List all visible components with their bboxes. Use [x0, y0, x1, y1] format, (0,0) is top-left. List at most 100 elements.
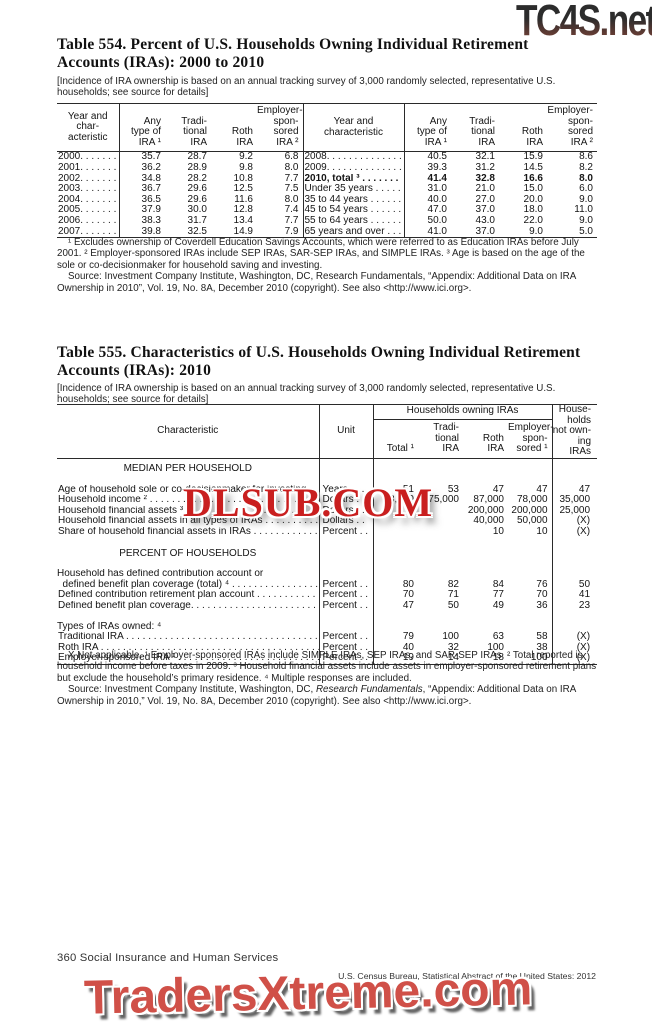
group-heading: Types of IRAs owned: ⁴	[57, 617, 320, 633]
value-cell: 6.8	[257, 152, 304, 163]
table555-footnotes: X Not applicable. ¹ Employer-sponsored I…	[57, 650, 597, 707]
value-cell: 200,000	[508, 505, 553, 517]
year-label: 2008. . . . . . . . . . . . . . . .	[303, 151, 405, 163]
value-cell: 7.5	[257, 184, 304, 195]
col-roth: Roth IRA	[482, 432, 504, 455]
characteristic-label: Household has defined contribution accou…	[57, 569, 320, 591]
value-cell: 71	[447, 589, 459, 601]
footnote-text: X Not applicable. ¹ Employer-sponsored I…	[57, 650, 597, 684]
year-label: 35 to 44 years . . . . . .	[303, 194, 405, 206]
spacer-cell	[57, 537, 320, 544]
value-cell: 32	[447, 641, 459, 653]
unit-cell: Percent . .	[319, 653, 374, 665]
characteristic-label: Roth IRA . . . . . . . . . . . . . . . .…	[57, 642, 320, 654]
unit-cell: Dollars . .	[319, 505, 374, 517]
table-row: PERCENT OF HOUSEHOLDS	[57, 543, 597, 564]
table-row: 2004. . . . . . . . . . 36.5 29.6 11.6 8.035…	[57, 193, 597, 206]
census-credit: U.S. Census Bureau, Statistical Abstract…	[338, 971, 596, 981]
col-characteristic: Characteristic	[57, 404, 320, 459]
value-cell: 20.0	[523, 193, 543, 205]
value-cell: 6.0	[579, 183, 593, 195]
unit-cell: Years . . . .	[319, 484, 374, 496]
value-cell: 35,000	[559, 494, 591, 506]
col-roth-left: Roth IRA	[231, 126, 253, 148]
table-row: 2002. . . . . . . . . . 34.8 28.2 10.8 7.720…	[57, 172, 597, 185]
unit-cell: Percent . .	[319, 642, 374, 654]
year-label: 55 to 64 years . . . . . .	[303, 215, 405, 227]
value-cell: 7.4	[257, 205, 304, 216]
value-cell	[373, 544, 418, 564]
value-cell	[418, 544, 463, 564]
value-cell: 40,000	[473, 515, 504, 527]
spacer-cell	[508, 478, 553, 485]
value-cell: 84	[492, 578, 504, 590]
section-heading: MEDIAN PER HOUSEHOLD	[57, 458, 320, 479]
unit-cell: Percent . .	[319, 632, 374, 643]
unit-cell: Percent . .	[319, 600, 374, 612]
value-cell: 47.0	[427, 204, 447, 216]
value-cell: 100	[487, 641, 504, 653]
spacer-cell	[319, 537, 374, 544]
table-row	[57, 611, 597, 618]
unit-cell	[319, 543, 374, 564]
characteristic-label: Household income ² . . . . . . . . . . .…	[57, 495, 320, 506]
value-cell: 10.8	[233, 172, 253, 184]
year-label: 2007. . . . . . . . . .	[57, 226, 120, 238]
year-label: 2002. . . . . . . . . .	[57, 173, 120, 185]
table554-footnotes: ¹ Excludes ownership of Coverdell Educat…	[57, 237, 597, 294]
spacer-cell	[57, 478, 320, 485]
value-cell: 40	[402, 641, 414, 653]
table-row: Roth IRA . . . . . . . . . . . . . . . .…	[57, 641, 597, 654]
year-label: 2006. . . . . . . . . .	[57, 215, 120, 227]
value-cell: 7.7	[257, 173, 304, 185]
value-cell: 50,000	[508, 516, 553, 527]
table-row: 2007. . . . . . . . . . 39.8 32.5 14.9 7.965…	[57, 225, 597, 238]
value-cell: 9.0	[579, 214, 593, 226]
value-cell	[552, 618, 597, 633]
page-footer-label: 360 Social Insurance and Human Services	[57, 952, 279, 964]
value-cell: 37.9	[141, 204, 161, 216]
col-emp: Employer- spon- sored ¹	[508, 419, 554, 459]
col-year-left: Year and char- acteristic	[57, 103, 120, 152]
value-cell: 41.0	[427, 225, 447, 237]
value-cell: 31.2	[475, 161, 495, 173]
col-any-right: Any type of IRA ¹	[416, 115, 447, 148]
value-cell: 10	[508, 526, 553, 538]
value-cell: (X)	[576, 525, 591, 537]
value-cell: 77	[492, 589, 504, 601]
value-cell: 7.9	[257, 226, 304, 238]
value-cell: 41	[578, 589, 591, 601]
value-cell: 30.0	[187, 204, 207, 216]
characteristic-label: Traditional IRA . . . . . . . . . . . . …	[57, 632, 320, 643]
spacer-cell	[319, 563, 374, 570]
value-cell: 10	[492, 525, 504, 537]
value-cell	[463, 458, 508, 478]
value-cell: 9.0	[529, 225, 543, 237]
value-cell: 35.7	[141, 151, 161, 163]
table-row: MEDIAN PER HOUSEHOLD	[57, 458, 597, 479]
table554-note: [Incidence of IRA ownership is based on …	[57, 76, 556, 98]
table-row: Defined contribution retirement plan acc…	[57, 590, 597, 601]
table-row: Age of household sole or co-decisionmake…	[57, 484, 597, 496]
value-cell: 36.2	[141, 161, 161, 173]
col-roth-right: Roth IRA	[521, 126, 543, 148]
value-cell: 32.8	[475, 172, 495, 184]
value-cell: 32.1	[475, 151, 495, 163]
value-cell: 32.5	[187, 225, 207, 237]
value-cell: 76	[508, 569, 553, 591]
value-cell: 47	[402, 599, 414, 611]
value-cell	[373, 516, 418, 527]
table-row	[57, 478, 597, 485]
value-cell: 9.8	[239, 161, 253, 173]
table554-header-row: Year and char- acteristic Any type of IR…	[57, 103, 597, 152]
value-cell: 8.0	[257, 194, 304, 206]
unit-cell	[319, 617, 374, 633]
table-row: Household financial assets ³ . . . . . .…	[57, 505, 597, 517]
section-heading: PERCENT OF HOUSEHOLDS	[57, 543, 320, 564]
value-cell: 19	[402, 652, 414, 664]
table-row: Share of household financial assets in I…	[57, 525, 597, 538]
source-pre: Source: Investment Company Institute, Wa…	[68, 684, 316, 696]
value-cell: 58	[508, 631, 553, 643]
spacer-cell	[508, 563, 553, 570]
